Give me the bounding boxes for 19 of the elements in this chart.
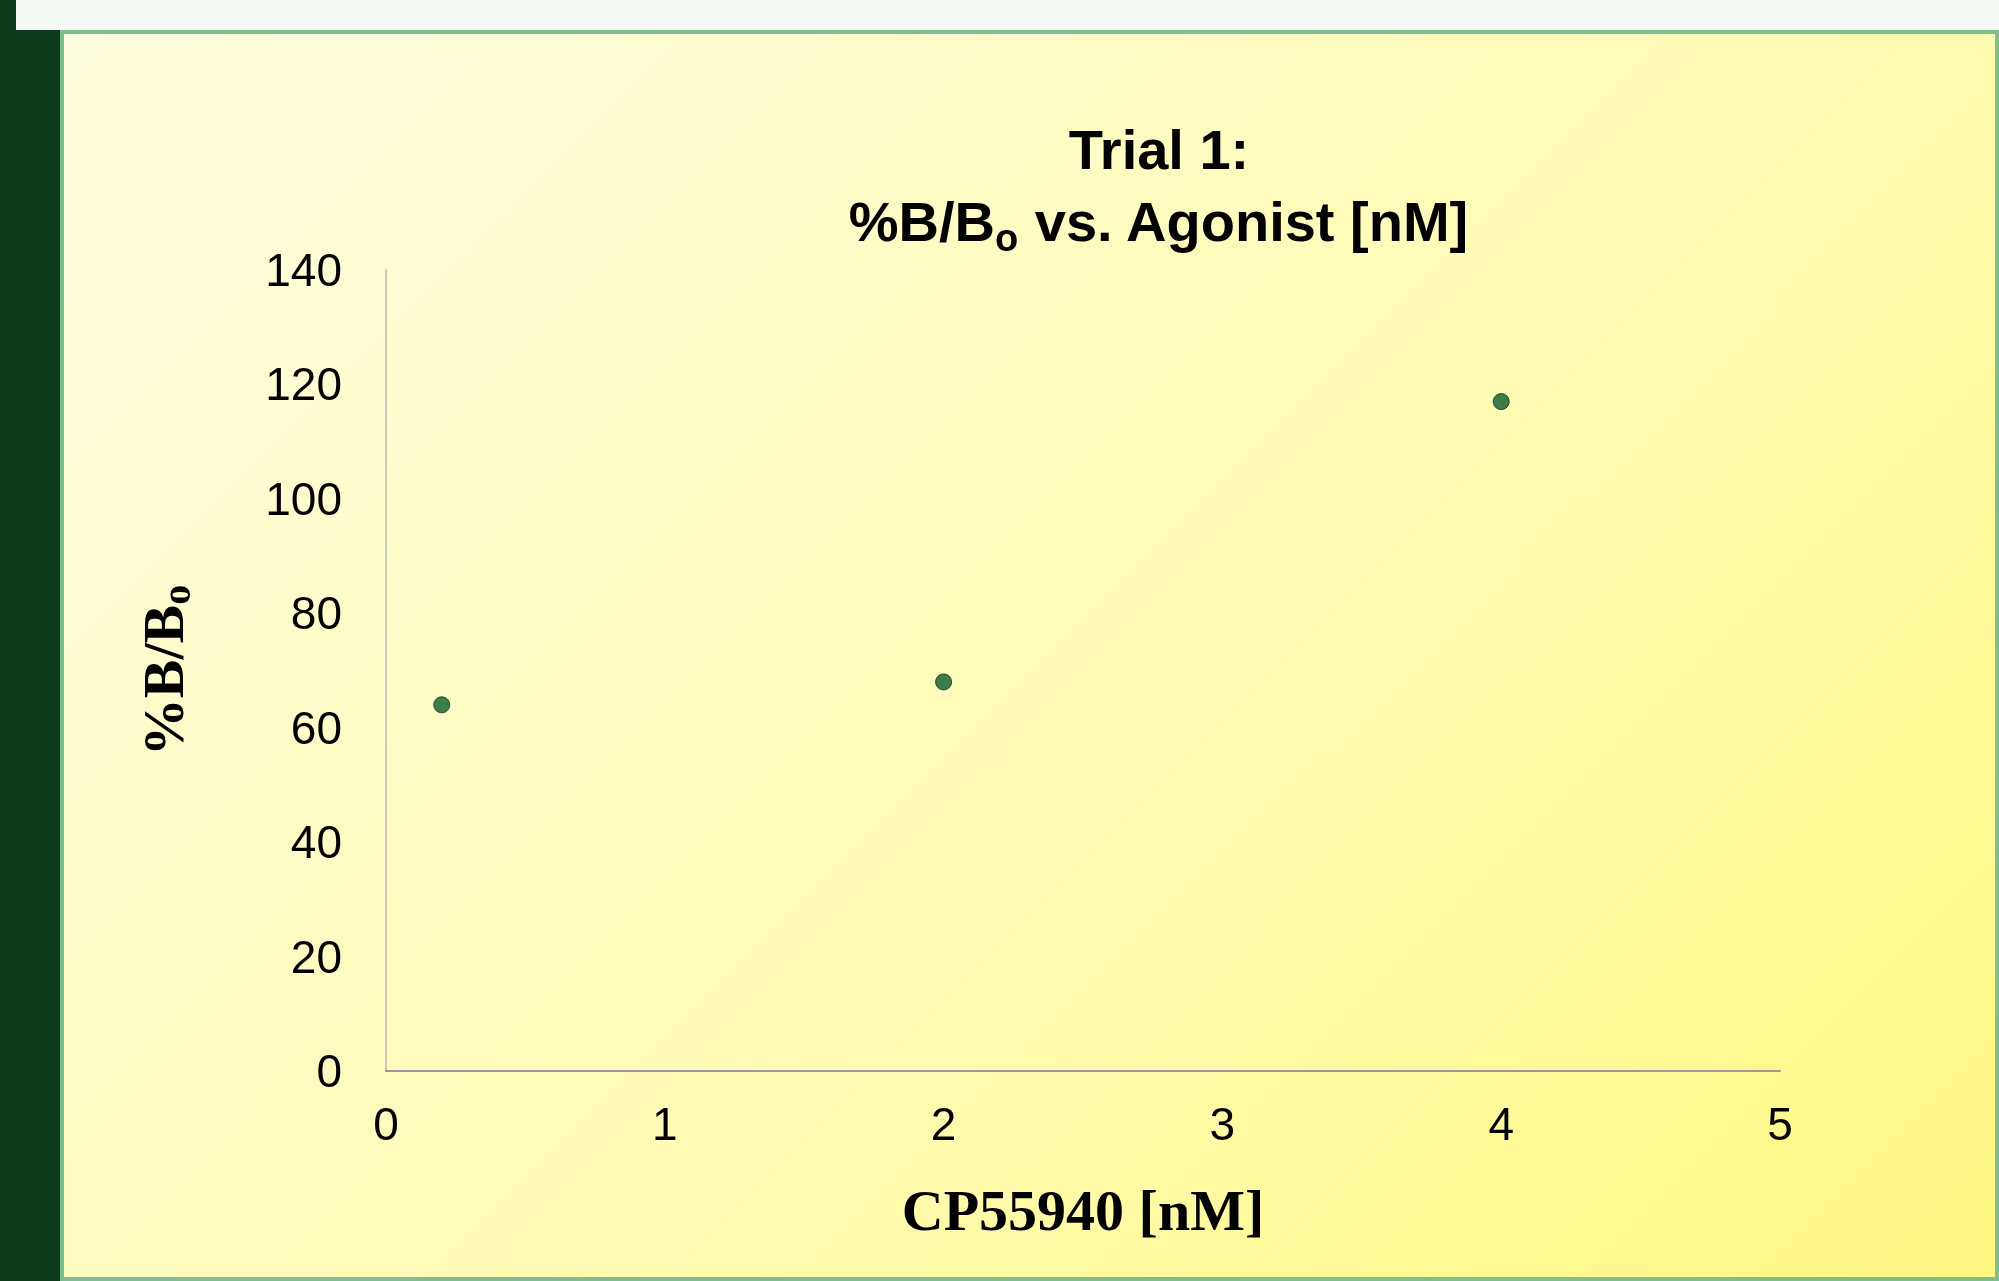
y-tick-label: 40 [290, 816, 342, 869]
y-tick-label: 140 [265, 244, 342, 296]
y-tick-label: 0 [316, 1045, 342, 1097]
y-tick-label: 60 [290, 701, 342, 754]
y-axis-title: %B/Bo [130, 584, 199, 757]
x-tick-label: 0 [373, 1098, 399, 1150]
x-axis-title: CP55940 [nM] [901, 1177, 1265, 1243]
x-tick-label: 3 [1209, 1098, 1236, 1150]
y-tick-label: 100 [265, 472, 342, 525]
y-tick-label: 80 [290, 587, 342, 640]
x-tick-label: 4 [1488, 1098, 1514, 1150]
point [1492, 393, 1510, 411]
point [935, 673, 953, 691]
x-tick-label: 5 [1767, 1098, 1793, 1150]
x-tick-label: 1 [652, 1098, 678, 1150]
point [433, 696, 451, 714]
y-tick-label: 20 [290, 930, 342, 983]
y-tick-label: 120 [265, 358, 342, 411]
x-tick-label: 2 [930, 1098, 957, 1150]
